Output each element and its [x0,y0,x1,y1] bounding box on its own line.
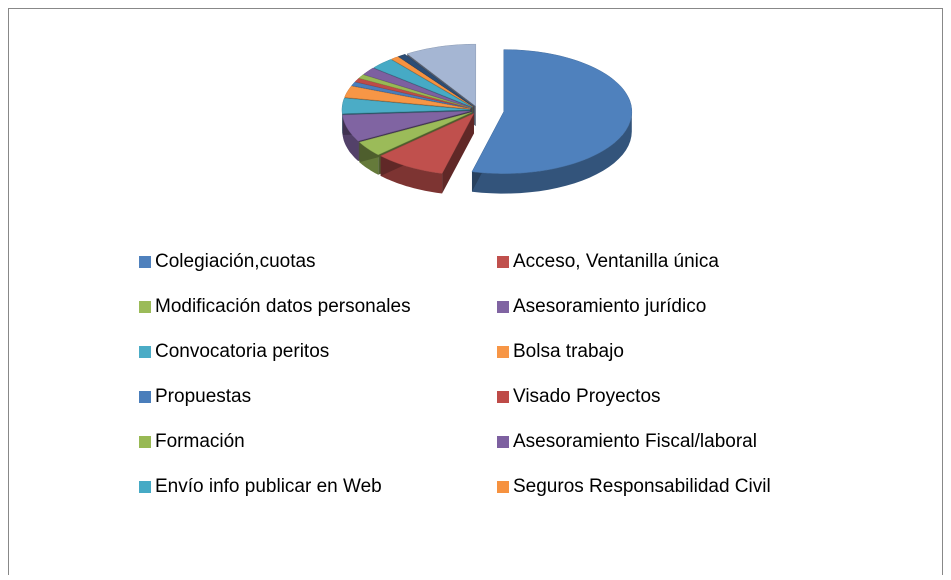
legend-swatch [139,301,151,313]
legend-label: Acceso, Ventanilla única [513,251,719,272]
legend-label: Asesoramiento jurídico [513,296,706,317]
legend-swatch [497,481,509,493]
legend-swatch [139,256,151,268]
legend-swatch [139,481,151,493]
legend-label: Modificación datos personales [155,296,411,317]
legend-swatch [139,346,151,358]
legend-label: Propuestas [155,386,251,407]
legend-swatch [497,256,509,268]
legend-label: Envío info publicar en Web [155,476,382,497]
legend-label: Colegiación,cuotas [155,251,316,272]
legend-swatch [497,301,509,313]
legend-label: Bolsa trabajo [513,341,624,362]
legend-swatch [139,436,151,448]
legend-label: Formación [155,431,245,452]
legend-swatch [139,391,151,403]
legend-swatch [497,391,509,403]
legend-swatch [497,346,509,358]
legend-swatch [497,436,509,448]
legend-label: Seguros Responsabilidad Civil [513,476,771,497]
legend-label: Asesoramiento Fiscal/laboral [513,431,757,452]
legend-label: Convocatoria peritos [155,341,329,362]
legend-label: Visado Proyectos [513,386,661,407]
